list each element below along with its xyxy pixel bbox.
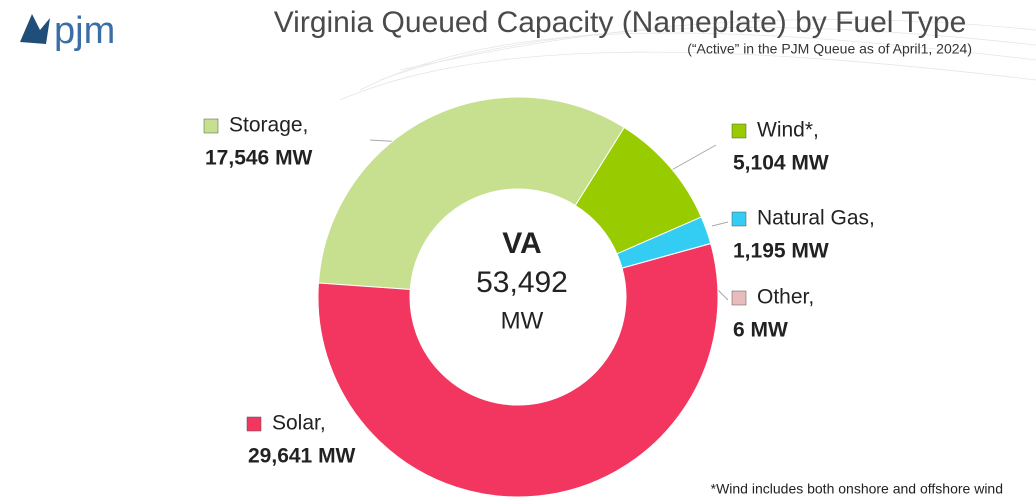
legend-label: Solar,	[272, 412, 326, 435]
value-label: 1,195 MW	[733, 240, 829, 263]
legend: Storage, 17,546 MW Wind*, 5,104 MW Natural G…	[203, 114, 875, 468]
slice	[317, 242, 719, 498]
footnote: *Wind includes both onshore and offshore…	[711, 481, 1003, 497]
chart-subtitle: (“Active” in the PJM Queue as of April1,…	[687, 41, 972, 57]
chart-title: Virginia Queued Capacity (Nameplate) by …	[274, 6, 967, 39]
background-waves	[339, 19, 1036, 101]
legend-label: Storage,	[229, 114, 308, 137]
value-label: 29,641 MW	[248, 445, 356, 468]
center-total: 53,492	[476, 266, 568, 299]
legend-label: Natural Gas,	[757, 207, 875, 230]
legend-swatch	[246, 416, 262, 432]
logo: pjm	[20, 10, 115, 52]
donut	[317, 96, 719, 498]
legend-label: Other,	[757, 286, 814, 309]
center-title: VA	[502, 227, 541, 260]
logo-icon	[20, 14, 50, 44]
legend-swatch	[203, 118, 219, 134]
value-label: 6 MW	[733, 319, 788, 342]
legend-swatch	[731, 123, 747, 139]
slice	[317, 96, 625, 290]
legend-label: Wind*,	[757, 119, 819, 142]
value-label: 5,104 MW	[733, 152, 829, 175]
legend-swatch	[731, 290, 747, 306]
logo-text: pjm	[54, 10, 115, 52]
center-unit: MW	[501, 307, 544, 334]
legend-swatch	[731, 211, 747, 227]
value-label: 17,546 MW	[205, 147, 313, 170]
